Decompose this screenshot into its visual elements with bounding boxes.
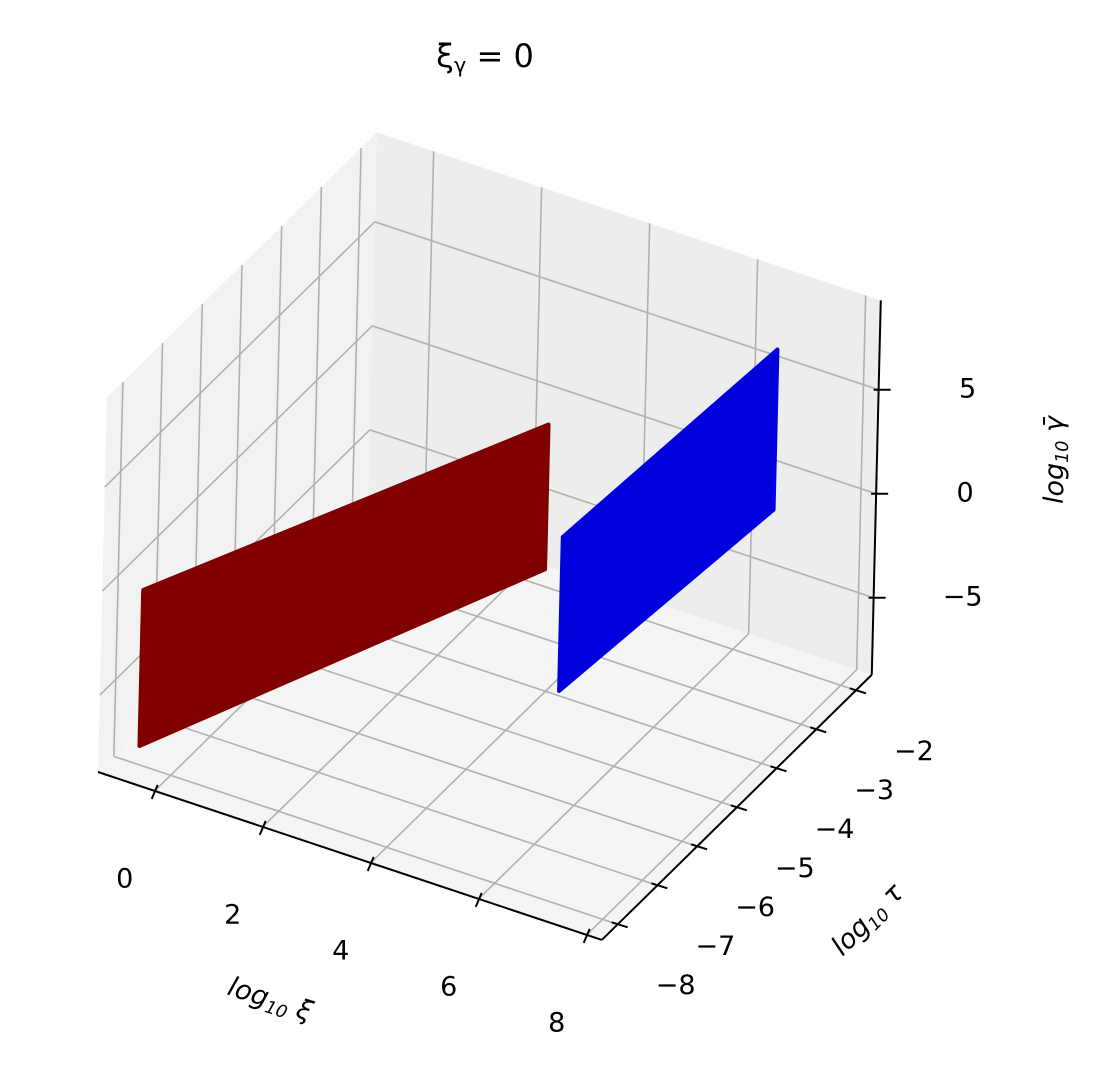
y-tick-label: −2 <box>894 736 934 767</box>
y-tick-label: −4 <box>815 814 855 845</box>
z-axis-label: log10 γ̄ <box>1039 414 1074 504</box>
grid-line <box>855 295 867 670</box>
grid-line <box>113 755 618 926</box>
x-axis-label: log10 ξ <box>223 971 317 1031</box>
y-tick <box>770 765 787 773</box>
y-tick-label: −5 <box>775 853 815 884</box>
y-tick <box>849 687 867 695</box>
y-tick <box>611 921 628 929</box>
x-tick <box>474 892 483 908</box>
x-tick-label: 0 <box>116 863 133 894</box>
x-tick-label: 8 <box>548 1007 565 1038</box>
y-axis-label: log10 τ <box>825 877 912 964</box>
y-tick-label: −3 <box>854 775 894 806</box>
grid-line <box>311 186 323 562</box>
grid-line <box>153 716 658 887</box>
z-axis <box>870 300 882 675</box>
x-tick-label: 6 <box>440 971 457 1002</box>
x-axis <box>97 771 603 941</box>
grid-line <box>374 221 879 391</box>
point-cloud <box>557 347 780 693</box>
point-cloud <box>137 422 551 748</box>
y-tick-label: −7 <box>695 931 735 962</box>
y-tick <box>651 882 668 890</box>
z-tick-label: −5 <box>943 581 983 612</box>
chart-title: ξγ = 0 <box>436 37 534 77</box>
y-tick-label: −8 <box>656 970 696 1001</box>
x-tick <box>582 928 591 944</box>
x-tick <box>150 784 159 800</box>
grid-line <box>372 325 877 495</box>
grid-line <box>113 381 124 757</box>
grid-line <box>193 677 698 848</box>
z-tick-label: 5 <box>959 373 976 404</box>
y-tick <box>809 726 827 734</box>
x-tick <box>366 856 375 872</box>
y-tick <box>690 843 708 851</box>
y-tick-label: −6 <box>735 892 775 923</box>
x-tick-label: 4 <box>332 935 349 966</box>
x-tick <box>258 820 267 836</box>
grid-line <box>423 151 435 526</box>
grid-line <box>101 325 373 592</box>
grid-line <box>351 147 362 523</box>
x-tick-label: 2 <box>224 899 241 930</box>
y-tick <box>730 804 748 812</box>
grid-line <box>104 221 376 488</box>
z-tick-label: 0 <box>957 477 974 508</box>
